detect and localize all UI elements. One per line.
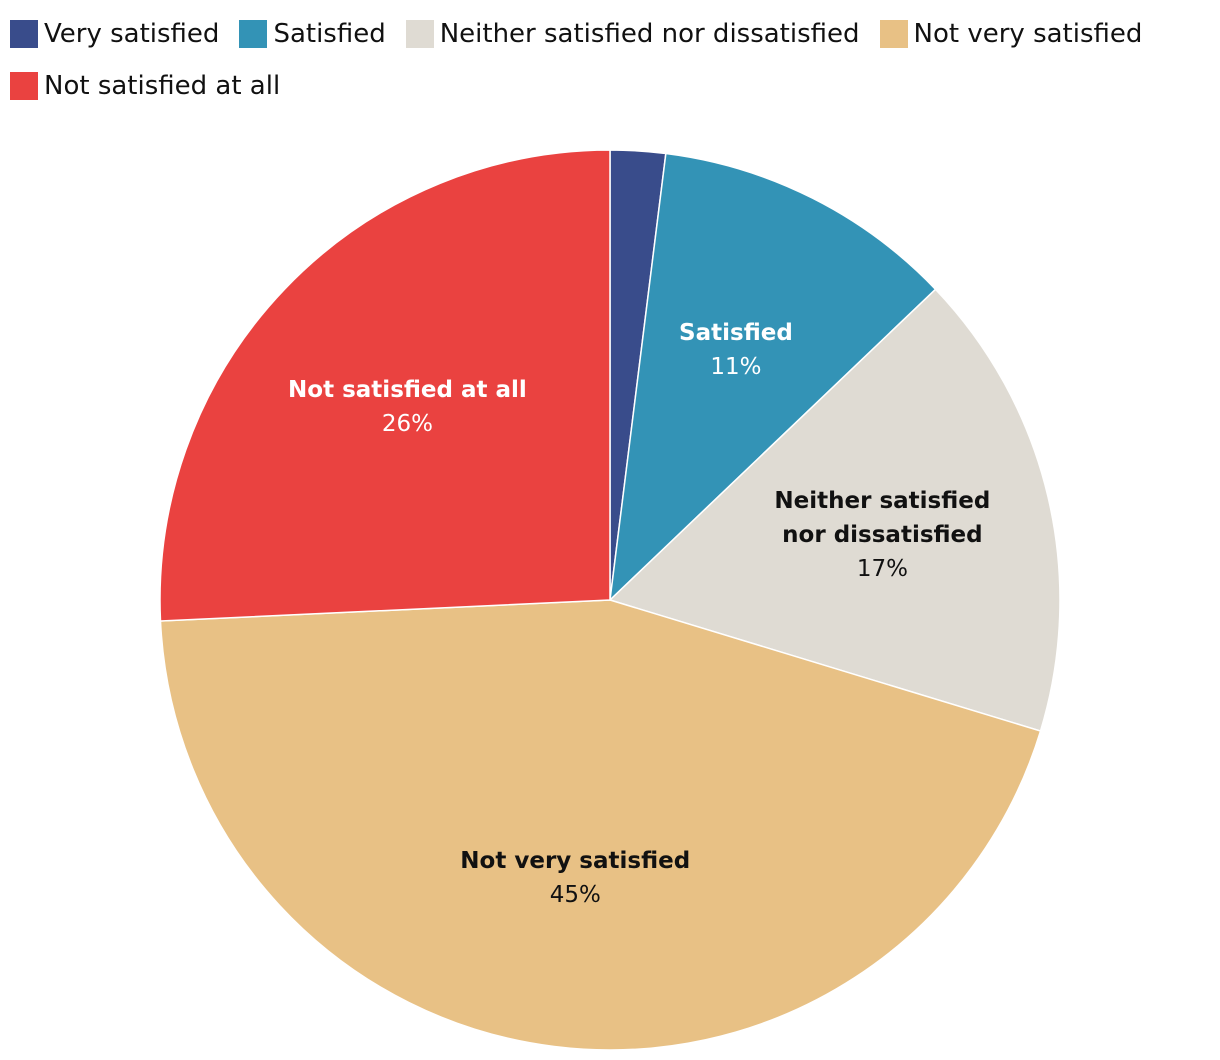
legend-label: Satisfied xyxy=(273,19,386,49)
slice-value: 17% xyxy=(856,556,908,583)
legend-label: Very satisfied xyxy=(44,19,220,49)
slice-value: 11% xyxy=(710,353,762,380)
legend: Very satisfied Satisfied Neither satisfied… xyxy=(10,18,1200,102)
slice-name: Not satisfied at all xyxy=(288,376,527,403)
legend-swatch xyxy=(879,20,908,48)
legend-item: Not satisfied at all xyxy=(10,70,280,102)
pie-slice xyxy=(608,288,1061,732)
legend-swatch xyxy=(405,20,434,48)
slice-name: Satisfied xyxy=(679,319,793,346)
pie-slice xyxy=(608,152,937,602)
legend-item: Not very satisfied xyxy=(879,18,1143,50)
legend-label: Not satisfied at all xyxy=(44,71,281,101)
slice-label: Not very satisfied 45% xyxy=(455,844,695,912)
slice-label: Satisfied 11% xyxy=(616,316,856,384)
pie-slice xyxy=(159,599,1042,1051)
slice-value: 45% xyxy=(549,881,601,908)
legend-item: Neither satisfied nor dissatisfied xyxy=(405,18,860,50)
legend-item: Very satisfied xyxy=(10,18,219,50)
legend-swatch xyxy=(239,20,268,48)
legend-label: Neither satisfied nor dissatisfied xyxy=(439,19,860,49)
slice-name: Neither satisfied nor dissatisfied xyxy=(774,488,991,549)
slice-name: Not very satisfied xyxy=(460,847,691,874)
slice-value: 26% xyxy=(381,410,433,437)
pie-slice xyxy=(159,149,611,622)
slice-label: Neither satisfied nor dissatisfied 17% xyxy=(762,484,1002,586)
legend-label: Not very satisfied xyxy=(913,19,1143,49)
legend-swatch xyxy=(10,72,38,100)
legend-swatch xyxy=(10,20,38,48)
legend-item: Satisfied xyxy=(239,18,386,50)
slice-label: Not satisfied at all 26% xyxy=(287,373,527,441)
